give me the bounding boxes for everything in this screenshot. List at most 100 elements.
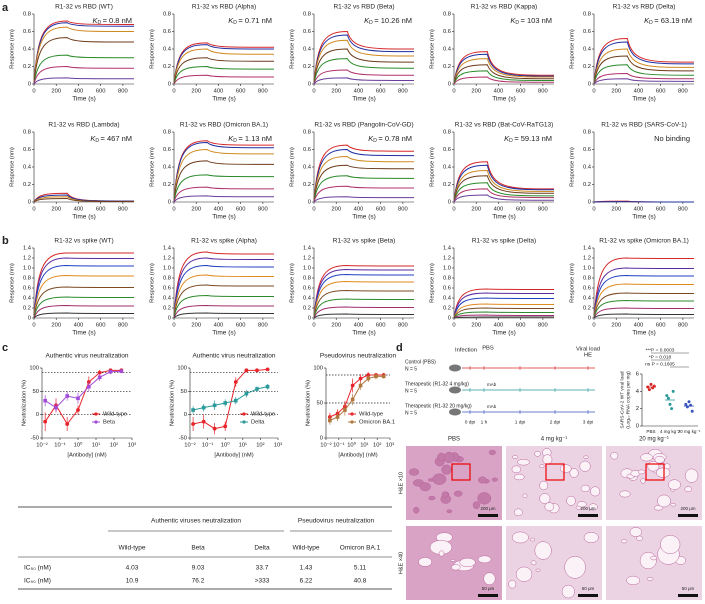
y-tick-label: 0 [588,316,591,322]
x-tick-label: 600 [236,207,246,213]
y-tick-label: 0.6 [163,29,171,35]
table-cell: 1.43 [300,565,313,572]
y-tick-label: 0 [636,424,639,430]
tissue-space [539,480,549,491]
sensorgram [453,58,555,85]
tissue-space [637,469,646,475]
kd-symbol: K [644,16,650,25]
legend-label: Omicron BA.1 [359,420,395,426]
tissue-space [438,550,445,557]
y-tick-label: 0.2 [443,306,451,312]
sensorgram [593,267,695,319]
mab-label: mAb [487,404,497,409]
sensorgram [173,57,275,85]
x-tick-label: 600 [516,207,526,213]
x-tick-label: 10³ [274,443,282,449]
series-line [44,370,122,409]
sensorgram [173,140,275,203]
x-tick-label: 0 [592,323,595,329]
x-tick-label: 600 [236,323,246,329]
tissue-space [636,535,643,541]
sensorgram [593,283,695,319]
y-tick-label: 0 [168,82,171,88]
group-n: N = 5 [405,366,417,372]
y-tick-label: 1.4 [303,246,312,252]
x-tick-label: 800 [678,89,688,95]
x-tick-label: 600 [96,89,106,95]
x-tick-label: 10¹ [360,443,368,449]
x-tick-label: 600 [96,323,106,329]
data-point [76,408,80,412]
x-axis-label: Time (s) [352,330,376,337]
x-tick-label: 400 [214,323,224,329]
table-cell: 4.03 [126,565,139,572]
tissue-space [517,458,530,466]
y-tick-label: 1.2 [303,256,311,262]
tissue-space [583,532,599,543]
tissue-space [621,538,628,544]
data-point [233,380,238,384]
y-tick-label: -50 [179,436,187,442]
kd-symbol: K [228,16,234,25]
kd-symbol: K [90,134,96,143]
y-tick-label: 0.8 [303,276,311,282]
x-tick-label: 200 [611,89,621,95]
tissue-space [588,503,598,511]
column-label: 4 mg kg⁻¹ [541,437,568,443]
plot-title: R1-32 vs spike (Omicron BA.1) [599,238,689,245]
plot-title: Authentic virus neutralization [192,353,275,360]
panel-label: a [2,2,9,14]
sensorgram [453,288,555,319]
y-tick-label: 0 [184,412,187,418]
zoom-box [545,463,565,481]
data-point [647,388,651,392]
y-tick-label: 1.0 [23,266,31,272]
sensorgram [313,175,415,203]
tissue-space [564,556,586,579]
table-column: Beta [191,545,205,552]
y-tick-label: 0.8 [163,12,171,18]
x-tick-label: 10⁻² [320,443,332,449]
timepoint: 1 dpi [515,419,525,425]
tissue-space [657,494,671,508]
sensorgram [453,169,555,203]
table-cell: 9.03 [192,565,205,572]
data-point [119,369,124,374]
x-axis-label: Time (s) [632,96,656,103]
data-point [97,370,102,375]
data-point [212,426,217,431]
y-tick-label: 1.4 [443,246,452,252]
p-value: ns P = 0.1605 [645,361,675,367]
x-tick-label: 0 [452,207,455,213]
x-tick-label: 0 [592,207,595,213]
kd-subscript: D [97,20,101,26]
y-tick-label: 1.0 [443,266,451,272]
panel-label: c [2,342,8,354]
sensorgram [313,58,415,85]
y-tick-label: 0.4 [303,47,312,53]
y-tick-label: 0.4 [443,165,452,171]
y-tick-label: 0 [448,82,451,88]
kd-subscript: D [509,138,513,144]
group-name: Control (PBS) [405,359,436,365]
data-point [343,408,347,412]
sensorgram [33,296,135,319]
tissue-space [640,478,646,484]
y-tick-label: 0.8 [443,12,451,18]
x-tick-label: 800 [678,207,688,213]
y-axis-label: SARS-CoV-2 WT viral load [619,371,625,429]
y-tick-label: 50 [33,389,39,395]
y-axis-label: Response (nm) [290,29,296,69]
y-axis-label: Response (nm) [430,147,436,187]
x-tick-label: 200 [191,89,201,95]
x-tick-label: 200 [611,323,621,329]
kd-value: = 0.71 nM [238,16,272,25]
x-tick-label: 10⁻¹ [202,443,214,449]
kd-label: KD = 0.78 nM [368,134,412,144]
y-tick-label: 0.8 [303,12,311,18]
table-row-label: IC₉₀ (nM) [24,578,51,585]
x-tick-label: 600 [376,323,386,329]
scale-label: 50 μm [482,586,495,591]
sensorgram [33,264,135,319]
